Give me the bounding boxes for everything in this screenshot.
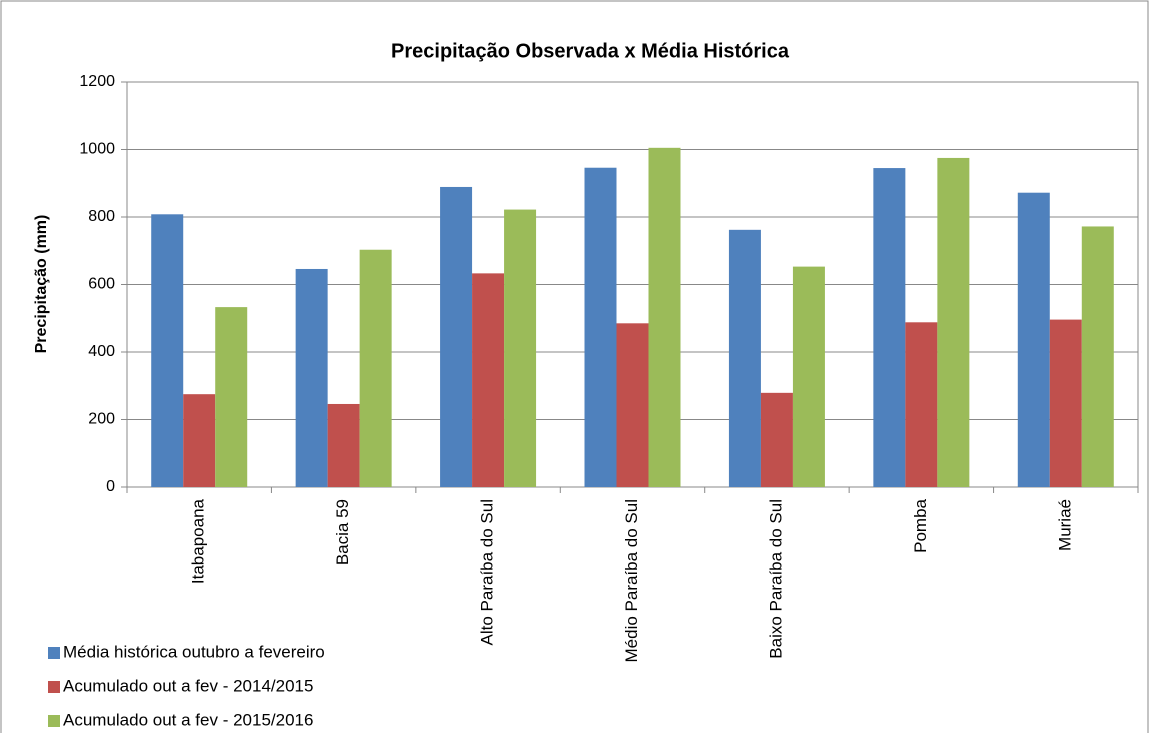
legend-swatch [48, 715, 60, 727]
bar [504, 209, 537, 487]
bar [584, 167, 617, 487]
bar [1049, 319, 1082, 487]
y-tick-label: 800 [88, 208, 115, 225]
legend-label: Acumulado out a fev - 2015/2016 [63, 710, 313, 729]
x-tick-label: Médio Paraíba do Sul [622, 499, 641, 663]
y-tick-label: 600 [88, 276, 115, 293]
bar [937, 157, 970, 487]
y-tick-label: 1000 [79, 141, 115, 158]
x-tick-label: Bacia 59 [333, 499, 352, 565]
bar [472, 273, 505, 487]
legend-label: Média histórica outubro a fevereiro [63, 642, 325, 661]
bar [1017, 192, 1050, 487]
y-tick-label: 0 [106, 478, 115, 495]
y-tick-label: 200 [88, 411, 115, 428]
bar [648, 147, 681, 487]
bar [215, 307, 248, 487]
legend-swatch [48, 647, 60, 659]
bar [295, 268, 328, 487]
bar [183, 394, 216, 487]
x-tick-label: Pomba [911, 498, 930, 552]
bar [873, 168, 906, 487]
bar [1081, 226, 1114, 487]
bar [440, 186, 473, 487]
y-tick-label: 1200 [79, 73, 115, 90]
bar [792, 266, 825, 487]
bar [728, 229, 761, 487]
bar [616, 323, 649, 487]
x-tick-label: Itabapoana [189, 498, 208, 584]
x-tick-label: Muriaé [1055, 499, 1074, 551]
bar [905, 322, 938, 487]
legend-label: Acumulado out a fev - 2014/2015 [63, 676, 313, 695]
chart-title: Precipitação Observada x Média Histórica [391, 40, 790, 62]
y-tick-label: 400 [88, 343, 115, 360]
bar [151, 214, 184, 488]
y-axis-label: Precipitação (mm) [33, 215, 50, 354]
legend-swatch [48, 681, 60, 693]
bar [760, 392, 793, 487]
bar [359, 249, 392, 487]
x-tick-label: Baixo Paraíba do Sul [766, 499, 785, 659]
x-tick-label: Alto Paraíba do Sul [478, 499, 497, 645]
bar [327, 403, 360, 487]
